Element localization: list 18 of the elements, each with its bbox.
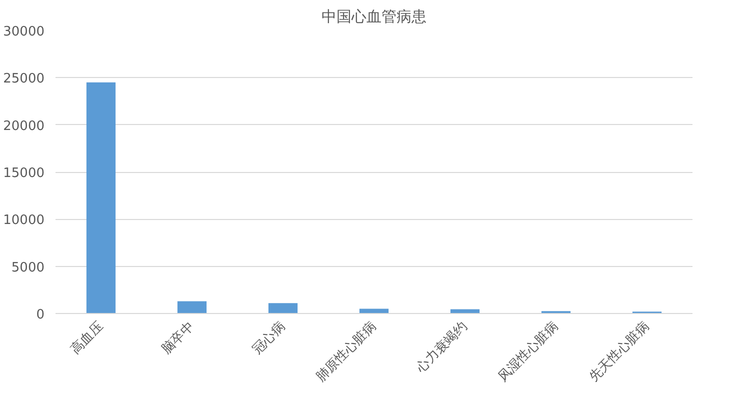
y-tick-label: 5000 xyxy=(11,260,45,276)
x-tick-label: 脑卒中 xyxy=(159,319,198,358)
y-tick-label: 20000 xyxy=(3,118,45,134)
x-tick-label: 冠心病 xyxy=(249,318,288,358)
y-tick-label: 0 xyxy=(36,308,45,322)
bar xyxy=(86,82,116,314)
x-tick-label: 风湿性心脏病 xyxy=(494,318,562,385)
y-tick-label: 10000 xyxy=(3,213,45,228)
y-tick-label: 25000 xyxy=(3,72,45,87)
x-tick-label: 肺原性心脏病 xyxy=(312,318,380,385)
chart-title: 中国心血管病患 xyxy=(322,8,426,26)
x-tick-label: 高血压 xyxy=(67,318,106,358)
bar xyxy=(177,301,207,314)
y-tick-label: 15000 xyxy=(3,166,45,181)
y-tick-label: 30000 xyxy=(3,24,45,40)
x-tick-label: 先天性心脏病 xyxy=(586,318,652,385)
x-tick-label: 心力衰竭约 xyxy=(412,318,470,376)
bar xyxy=(268,303,298,314)
